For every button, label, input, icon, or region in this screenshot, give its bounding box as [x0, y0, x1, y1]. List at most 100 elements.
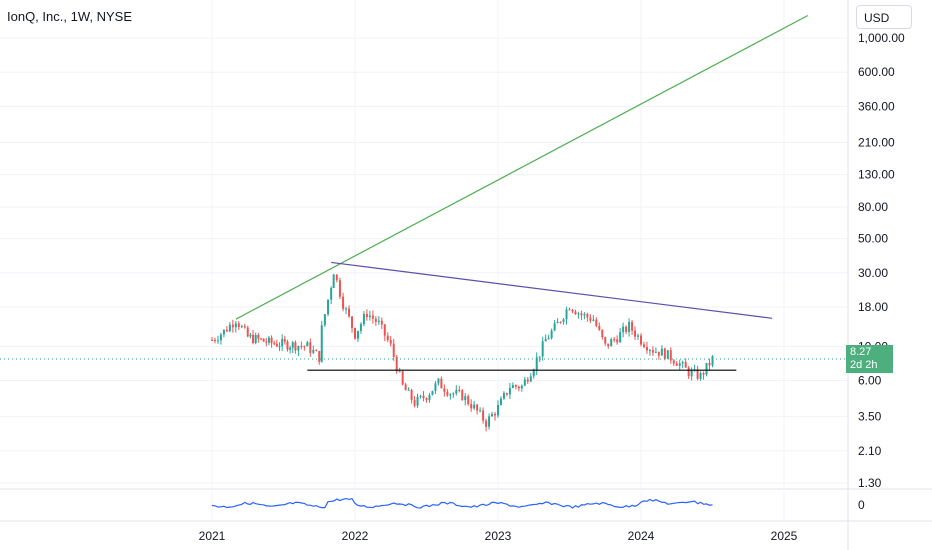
candle-up — [660, 348, 663, 356]
candle-up — [312, 350, 315, 353]
candle-up — [473, 404, 476, 409]
candle-up — [437, 378, 440, 384]
candle-down — [604, 337, 607, 344]
price-tick-label: 360.00 — [858, 99, 895, 113]
candle-up — [711, 356, 714, 366]
candle-up — [249, 334, 252, 337]
candle-down — [389, 340, 392, 344]
candle-down — [225, 329, 228, 332]
candle-down — [243, 326, 246, 328]
candle-down — [300, 345, 303, 347]
last-price-value: 8.27 — [850, 346, 872, 358]
candle-up — [690, 370, 693, 377]
candle-up — [619, 332, 622, 343]
candle-up — [449, 394, 452, 396]
candle-down — [335, 274, 338, 281]
candle-up — [556, 321, 559, 324]
candle-down — [580, 313, 583, 316]
candle-up — [267, 337, 270, 343]
candle-down — [211, 339, 213, 341]
indicator-pane — [211, 497, 713, 509]
candle-up — [419, 395, 422, 397]
candle-down — [286, 341, 289, 350]
candle-up — [327, 299, 330, 315]
candle-down — [613, 339, 616, 341]
candle-up — [488, 416, 491, 427]
candle-down — [259, 338, 262, 340]
candle-up — [320, 325, 323, 362]
bar-countdown: 2d 2h — [850, 359, 878, 371]
candle-up — [648, 350, 651, 352]
candle-down — [616, 339, 619, 343]
candle-down — [595, 319, 598, 326]
candle-down — [625, 326, 628, 332]
candle-up — [628, 322, 631, 332]
candle-down — [461, 390, 464, 401]
candle-down — [571, 309, 574, 312]
candle-down — [634, 330, 637, 337]
candle-down — [687, 367, 690, 377]
candle-up — [416, 396, 419, 406]
candle-down — [663, 348, 666, 359]
candle-down — [494, 413, 497, 416]
last-price-label: 8.27 2d 2h — [846, 345, 893, 373]
candle-down — [675, 363, 678, 366]
candle-down — [517, 386, 520, 389]
candle-down — [669, 350, 672, 361]
candle-up — [219, 334, 222, 341]
price-tick-label: 1,000.00 — [858, 31, 905, 45]
candle-down — [265, 341, 268, 343]
candle-down — [213, 340, 216, 342]
indicator-line — [211, 497, 713, 509]
price-tick-label: 80.00 — [858, 200, 888, 214]
candle-up — [362, 313, 365, 325]
candle-up — [278, 346, 281, 348]
candle-down — [598, 325, 601, 330]
candle-up — [228, 324, 231, 332]
candle-up — [491, 413, 494, 417]
candle-down — [270, 337, 273, 344]
candle-down — [422, 395, 425, 399]
candle-down — [315, 350, 318, 352]
candle-up — [377, 320, 380, 322]
candle-down — [443, 388, 446, 392]
candle-up — [654, 351, 657, 353]
candle-up — [297, 345, 300, 351]
candle-up — [541, 341, 544, 357]
candle-up — [508, 388, 511, 395]
candle-down — [342, 296, 345, 309]
price-tick-label: 1.30 — [858, 476, 882, 490]
time-scale: 2021 2022 2023 2024 2025 — [199, 529, 798, 543]
candle-down — [401, 371, 404, 385]
currency-button[interactable]: USD — [856, 5, 912, 29]
candle-up — [565, 309, 568, 320]
candle-up — [332, 274, 335, 288]
candle-down — [351, 316, 354, 328]
chart-title: IonQ, Inc., 1W, NYSE — [7, 9, 132, 24]
candle-down — [470, 404, 473, 409]
price-tick-label: 130.00 — [858, 168, 895, 182]
price-tick-label: 50.00 — [858, 232, 888, 246]
candle-up — [345, 308, 348, 310]
trend_line — [235, 14, 809, 320]
candle-down — [231, 324, 234, 328]
candle-up — [222, 329, 225, 335]
candle-up — [562, 319, 565, 322]
price-tick-label: 18.00 — [858, 300, 888, 314]
candle-down — [309, 342, 312, 353]
candle-down — [440, 378, 443, 389]
candle-up — [678, 363, 681, 366]
candle-down — [318, 351, 321, 362]
candle-down — [458, 390, 461, 392]
candle-up — [610, 339, 613, 347]
candle-down — [237, 323, 240, 328]
candle-down — [607, 343, 610, 347]
candle-down — [374, 318, 377, 322]
candle-up — [234, 323, 237, 328]
candle-down — [601, 329, 604, 338]
candle-up — [523, 379, 526, 386]
candle-down — [446, 391, 449, 396]
drawings[interactable] — [235, 14, 809, 371]
